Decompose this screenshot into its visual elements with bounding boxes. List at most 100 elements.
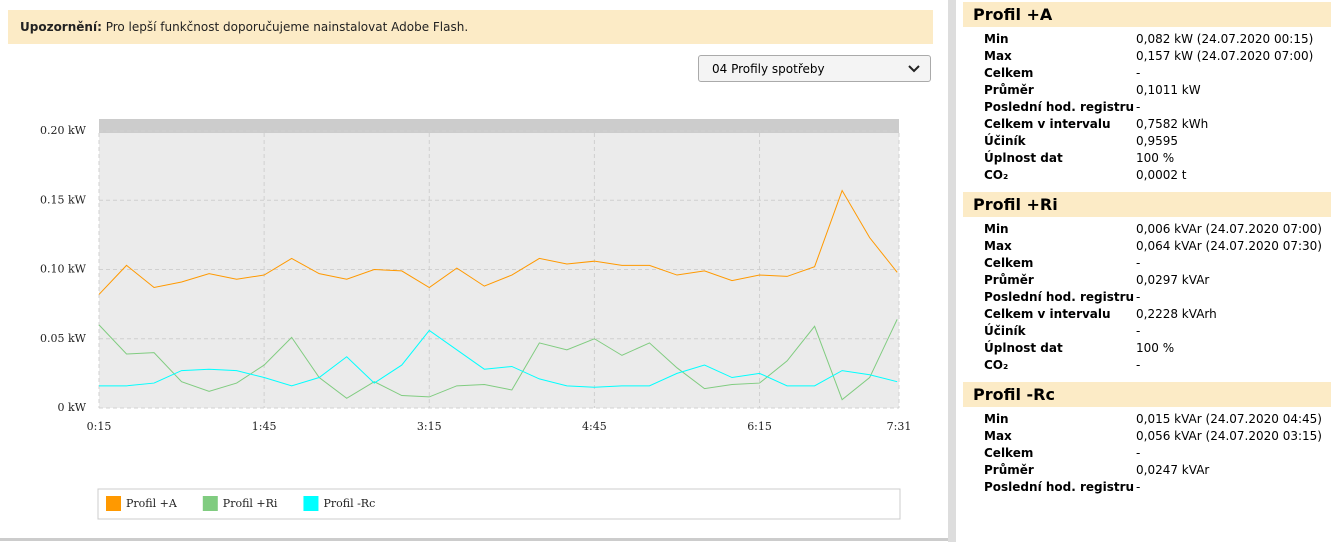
stats-label: Průměr: [984, 463, 1034, 477]
stats-row: Účiník 0,9595: [984, 133, 1313, 150]
stats-row: Průměr 0,0297 kVAr: [984, 272, 1322, 289]
stats-row: Úplnost dat 100 %: [984, 150, 1313, 167]
stats-value: 0,056 kVAr (24.07.2020 03:15): [1136, 429, 1322, 443]
stats-label: Poslední hod. registru: [984, 480, 1135, 494]
stats-label: Min: [984, 222, 1009, 236]
stats-value: 0,157 kW (24.07.2020 07:00): [1136, 49, 1314, 63]
x-tick-label: 6:15: [747, 420, 772, 433]
y-tick-label: 0.15 kW: [40, 193, 87, 206]
stats-panel: Profil +A Min 0,082 kW (24.07.2020 00:15) M…: [957, 0, 1331, 542]
stats-value: 0,1011 kW: [1136, 83, 1201, 97]
stats-row: Min 0,006 kVAr (24.07.2020 07:00): [984, 221, 1322, 238]
stats-value: -: [1136, 66, 1141, 80]
series-line: [99, 329, 898, 388]
stats-value: 0,082 kW (24.07.2020 00:15): [1136, 32, 1314, 46]
stats-table: Min 0,006 kVAr (24.07.2020 07:00) Max 0,064…: [984, 221, 1322, 374]
stats-value: 0,9595: [1136, 134, 1178, 148]
stats-label: CO₂: [984, 358, 1009, 372]
select-value: 04 Profily spotřeby: [712, 62, 825, 76]
stats-row: CO₂ -: [984, 357, 1322, 374]
stats-value: -: [1136, 480, 1141, 494]
y-tick-label: 0.05 kW: [40, 332, 87, 345]
stats-label: CO₂: [984, 168, 1009, 182]
stats-label: Min: [984, 32, 1009, 46]
stats-label: Min: [984, 412, 1009, 426]
stats-label: Průměr: [984, 83, 1034, 97]
x-tick-label: 7:31: [887, 420, 912, 433]
legend-label: Profil +A: [126, 497, 178, 510]
stats-label: Průměr: [984, 273, 1034, 287]
stats-label: Celkem: [984, 66, 1034, 80]
x-tick-label: 1:45: [252, 420, 277, 433]
stats-label: Max: [984, 49, 1012, 63]
stats-row: Celkem -: [984, 255, 1322, 272]
stats-value: 0,7582 kWh: [1136, 117, 1209, 131]
stats-label: Celkem v intervalu: [984, 307, 1111, 321]
plot-area: [99, 133, 899, 408]
stats-label: Úplnost dat: [984, 341, 1063, 355]
stats-row: Min 0,015 kVAr (24.07.2020 04:45): [984, 411, 1322, 428]
x-tick-label: 4:45: [582, 420, 607, 433]
stats-value: 100 %: [1136, 151, 1175, 165]
left-panel: Upozornění: Pro lepší funkčnost doporuču…: [0, 10, 948, 541]
stats-label: Celkem: [984, 256, 1034, 270]
divider: [948, 0, 956, 542]
stats-label: Poslední hod. registru: [984, 100, 1135, 114]
stats-label: Celkem: [984, 446, 1034, 460]
profile-select[interactable]: 04 Profily spotřeby: [698, 55, 931, 82]
stats-value: 100 %: [1136, 341, 1175, 355]
stats-row: Min 0,082 kW (24.07.2020 00:15): [984, 31, 1313, 48]
series-line: [98, 189, 898, 295]
stats-row: CO₂ 0,0002 t: [984, 167, 1313, 184]
stats-row: Max 0,157 kW (24.07.2020 07:00): [984, 48, 1313, 65]
stats-row: Celkem v intervalu 0,2228 kVArh: [984, 306, 1322, 323]
stats-value: -: [1136, 358, 1141, 372]
stats-label: Max: [984, 429, 1012, 443]
legend-swatch: [202, 496, 218, 511]
stats-label: Poslední hod. registru: [984, 290, 1135, 304]
stats-row: Poslední hod. registru -: [984, 479, 1322, 496]
chevron: [908, 65, 920, 73]
stats-label: Úplnost dat: [984, 151, 1063, 165]
legend-label: Profil -Rc: [323, 497, 375, 510]
notice-label: Upozornění:: [20, 20, 102, 34]
section-title: Profil +A: [963, 2, 1331, 27]
stats-value: 0,0247 kVAr: [1136, 463, 1210, 477]
stats-value: -: [1136, 446, 1141, 460]
stats-row: Poslední hod. registru -: [984, 99, 1313, 116]
stats-label: Účiník: [984, 324, 1026, 338]
stats-value: -: [1136, 256, 1141, 270]
stats-row: Celkem v intervalu 0,7582 kWh: [984, 116, 1313, 133]
stats-value: -: [1136, 100, 1141, 114]
stats-row: Průměr 0,1011 kW: [984, 82, 1313, 99]
stats-row: Max 0,064 kVAr (24.07.2020 07:30): [984, 238, 1322, 255]
y-tick-label: 0.20 kW: [40, 124, 87, 137]
stats-row: Úplnost dat 100 %: [984, 340, 1322, 357]
stats-value: 0,0002 t: [1136, 168, 1187, 182]
stats-row: Účiník -: [984, 323, 1322, 340]
series-line: [98, 319, 898, 401]
section-title: Profil +Ri: [963, 192, 1331, 217]
stats-value: 0,0297 kVAr: [1136, 273, 1210, 287]
stats-row: Poslední hod. registru -: [984, 289, 1322, 306]
notice-text: Pro lepší funkčnost doporučujeme nainsta…: [105, 20, 469, 34]
stats-row: Max 0,056 kVAr (24.07.2020 03:15): [984, 428, 1322, 445]
stats-value: 0,2228 kVArh: [1136, 307, 1217, 321]
stats-value: -: [1136, 290, 1141, 304]
legend-label: Profil +Ri: [223, 497, 278, 510]
stats-table: Min 0,082 kW (24.07.2020 00:15) Max 0,157 k…: [984, 31, 1313, 184]
legend-box: [97, 488, 901, 520]
legend-swatch: [106, 496, 121, 511]
plot-header: [99, 119, 899, 133]
stats-value: 0,064 kVAr (24.07.2020 07:30): [1136, 239, 1322, 253]
stats-table: Min 0,015 kVAr (24.07.2020 04:45) Max 0,056…: [984, 411, 1322, 496]
stats-value: 0,015 kVAr (24.07.2020 04:45): [1136, 412, 1322, 426]
x-tick-label: 3:15: [417, 420, 442, 433]
stats-label: Max: [984, 239, 1012, 253]
stats-row: Celkem -: [984, 445, 1322, 462]
notice: Upozornění: Pro lepší funkčnost doporuču…: [8, 10, 933, 44]
section-title: Profil -Rc: [963, 382, 1331, 407]
stats-value: 0,006 kVAr (24.07.2020 07:00): [1136, 222, 1322, 236]
stats-label: Celkem v intervalu: [984, 117, 1111, 131]
